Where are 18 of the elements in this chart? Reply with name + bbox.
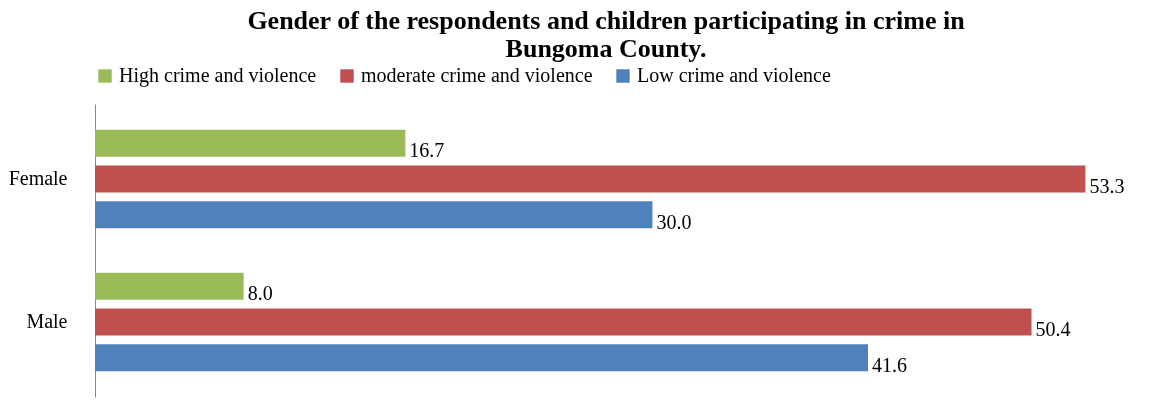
legend-label: moderate crime and violence (361, 64, 593, 86)
data-label: 53.3 (1089, 175, 1125, 198)
bar (95, 201, 653, 229)
bar (95, 165, 1086, 193)
data-label: 8.0 (247, 282, 273, 305)
bar (95, 308, 1032, 336)
y-tick-label: Male (26, 309, 68, 332)
bar (95, 272, 244, 300)
chart-title: Gender of the respondents and children participating in crime in Bungoma County. (247, 6, 966, 63)
bar (95, 344, 868, 372)
bar (95, 129, 406, 157)
legend-label: Low crime and violence (637, 64, 831, 86)
data-label: 30.0 (656, 210, 692, 233)
data-label: 16.7 (409, 139, 445, 162)
y-tick-label: Female (8, 167, 68, 190)
data-label: 41.6 (872, 353, 907, 376)
legend-label: High crime and violence (119, 64, 317, 87)
data-label: 50.4 (1035, 317, 1071, 340)
